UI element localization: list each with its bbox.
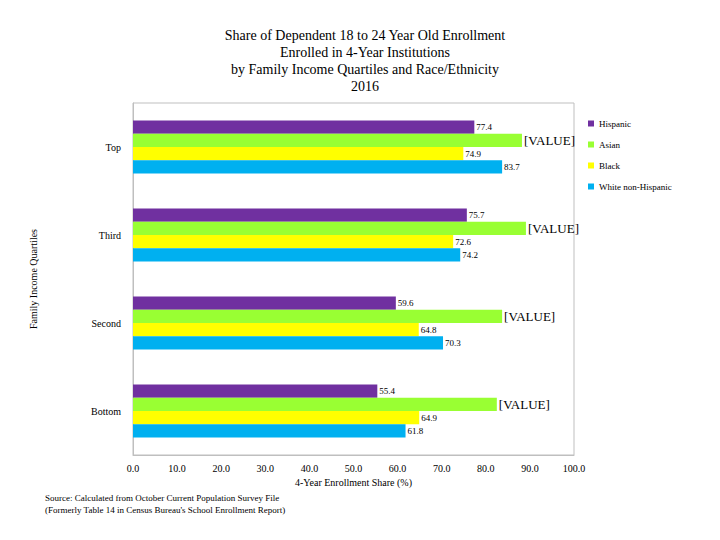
svg-text:Second: Second bbox=[92, 318, 121, 329]
svg-text:Third: Third bbox=[99, 230, 121, 241]
svg-text:64.9: 64.9 bbox=[421, 413, 437, 423]
svg-text:80.0: 80.0 bbox=[477, 463, 495, 474]
svg-text:77.4: 77.4 bbox=[476, 122, 492, 132]
svg-text:83.7: 83.7 bbox=[504, 162, 520, 172]
svg-text:Asian: Asian bbox=[599, 140, 620, 150]
svg-text:55.4: 55.4 bbox=[379, 386, 395, 396]
svg-text:Black: Black bbox=[599, 161, 620, 171]
svg-text:Enrolled in 4-Year Institution: Enrolled in 4-Year Institutions bbox=[280, 45, 450, 60]
svg-text:4-Year Enrollment Share (%): 4-Year Enrollment Share (%) bbox=[295, 477, 412, 489]
svg-text:10.0: 10.0 bbox=[168, 463, 186, 474]
svg-text:0.0: 0.0 bbox=[127, 463, 140, 474]
svg-text:Hispanic: Hispanic bbox=[599, 119, 631, 129]
svg-text:2016: 2016 bbox=[351, 79, 379, 94]
svg-text:by Family Income Quartiles and: by Family Income Quartiles and Race/Ethn… bbox=[231, 62, 499, 77]
svg-text:90.0: 90.0 bbox=[521, 463, 539, 474]
svg-text:70.3: 70.3 bbox=[445, 338, 461, 348]
svg-text:70.0: 70.0 bbox=[433, 463, 451, 474]
svg-text:74.2: 74.2 bbox=[462, 250, 478, 260]
svg-text:(Formerly Table 14 in Census B: (Formerly Table 14 in Census Bureau's Sc… bbox=[45, 505, 285, 515]
svg-text:74.9: 74.9 bbox=[465, 149, 481, 159]
svg-text:[VALUE]: [VALUE] bbox=[524, 133, 575, 148]
svg-text:60.0: 60.0 bbox=[389, 463, 407, 474]
svg-text:30.0: 30.0 bbox=[257, 463, 275, 474]
svg-text:50.0: 50.0 bbox=[345, 463, 363, 474]
svg-text:Family Income Quartiles: Family Income Quartiles bbox=[28, 229, 39, 329]
svg-text:75.7: 75.7 bbox=[469, 210, 485, 220]
svg-text:[VALUE]: [VALUE] bbox=[504, 309, 555, 324]
svg-text:Top: Top bbox=[106, 142, 121, 153]
svg-text:61.8: 61.8 bbox=[408, 426, 424, 436]
svg-text:40.0: 40.0 bbox=[301, 463, 319, 474]
svg-text:100.0: 100.0 bbox=[563, 463, 586, 474]
svg-text:72.6: 72.6 bbox=[455, 237, 471, 247]
svg-text:59.6: 59.6 bbox=[398, 298, 414, 308]
svg-text:[VALUE]: [VALUE] bbox=[528, 221, 579, 236]
svg-text:Share of Dependent 18 to 24 Ye: Share of Dependent 18 to 24 Year Old Enr… bbox=[225, 28, 505, 43]
svg-text:[VALUE]: [VALUE] bbox=[499, 397, 550, 412]
svg-text:64.8: 64.8 bbox=[421, 325, 437, 335]
svg-text:White non-Hispanic: White non-Hispanic bbox=[599, 182, 672, 192]
svg-text:Source: Calculated from Octobe: Source: Calculated from October Current … bbox=[45, 493, 279, 503]
svg-text:Bottom: Bottom bbox=[91, 406, 121, 417]
svg-text:20.0: 20.0 bbox=[212, 463, 230, 474]
